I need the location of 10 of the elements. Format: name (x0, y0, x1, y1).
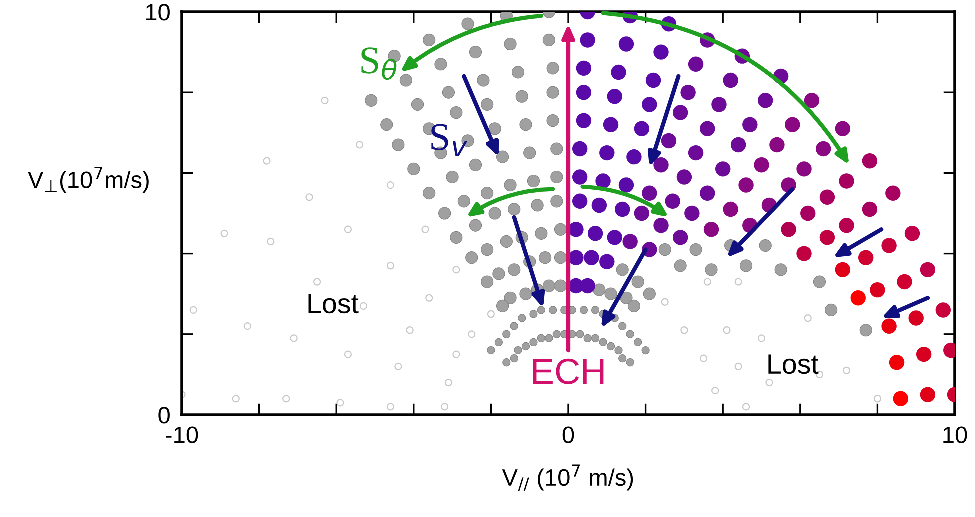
x-axis-title: V$_{//}$ (10$^{7}$ m/s) (502, 464, 634, 492)
annotation: Lost (308, 294, 359, 314)
annotation: Lost (768, 354, 819, 374)
x-tick-label: 0 (562, 426, 574, 444)
y-axis-title: V$_{⊥}$(10$^{7}$m/s) (28, 167, 149, 194)
x-tick-label: -10 (166, 426, 198, 444)
annotation: S$_{θ}$ (362, 48, 397, 80)
x-tick-label: 10 (944, 426, 968, 444)
annotation: ECH (533, 358, 604, 384)
annotation: S$_{v}$ (432, 124, 468, 156)
